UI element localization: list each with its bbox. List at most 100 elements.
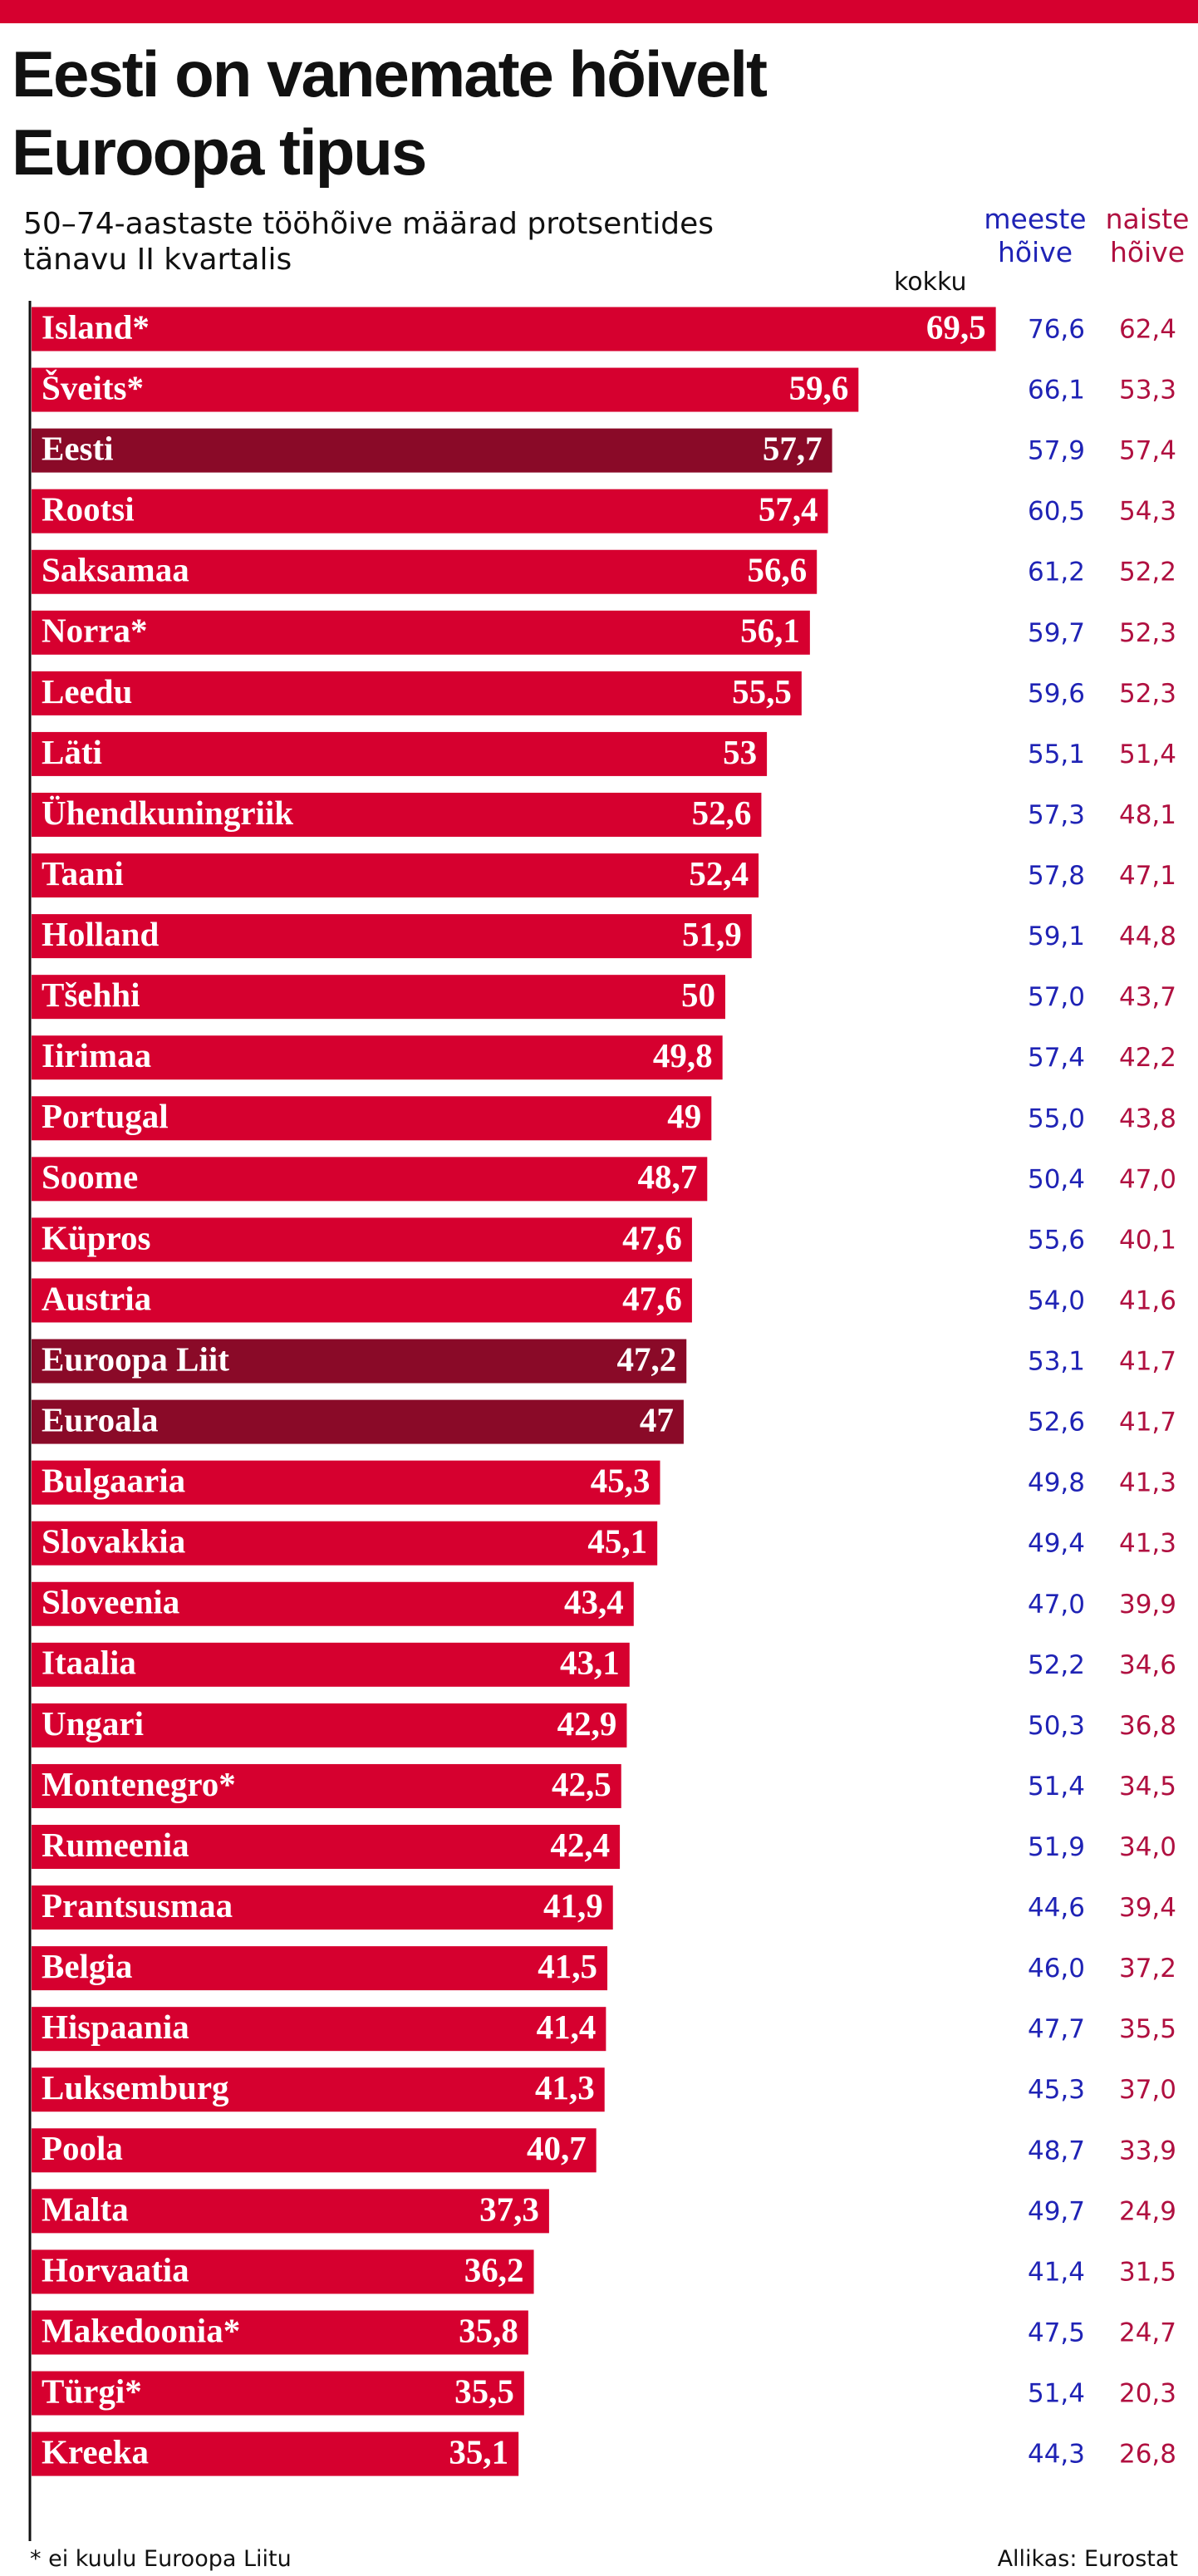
category-label: Soome (42, 1158, 138, 1196)
column-value: 49,7 (1028, 2196, 1085, 2226)
bar (32, 2128, 597, 2173)
column-value: 51,4 (1028, 1772, 1085, 1802)
column-value: 40,1 (1119, 1225, 1176, 1255)
category-label: Euroopa Liit (42, 1340, 229, 1378)
bar (32, 792, 762, 837)
value-label: 41,5 (538, 1947, 597, 1985)
column-value: 31,5 (1119, 2257, 1176, 2287)
bar (32, 1217, 692, 1262)
column-value: 49,4 (1028, 1529, 1085, 1559)
bar (32, 1278, 692, 1323)
value-label: 37,3 (479, 2190, 539, 2228)
value-label: 56,6 (747, 551, 807, 589)
bar (32, 428, 832, 473)
value-label: 40,7 (527, 2129, 587, 2167)
column-value: 52,3 (1119, 618, 1176, 648)
category-label: Prantsusmaa (42, 1886, 233, 1925)
column-value: 45,3 (1028, 2075, 1085, 2105)
value-label: 52,4 (689, 854, 749, 892)
column-value: 61,2 (1028, 558, 1085, 587)
category-label: Norra* (42, 612, 148, 650)
column-value: 53,3 (1119, 376, 1176, 406)
category-label: Holland (42, 915, 159, 953)
category-label: Hispaania (42, 2008, 189, 2046)
category-label: Bulgaaria (42, 1462, 185, 1500)
column-value: 47,1 (1119, 861, 1176, 891)
value-label: 48,7 (638, 1158, 698, 1196)
column-value: 47,5 (1028, 2318, 1085, 2347)
category-label: Šveits* (42, 368, 144, 406)
bar (32, 1399, 684, 1444)
bar (32, 489, 828, 533)
column-header: meeste hõive (984, 203, 1087, 268)
column-value: 37,0 (1119, 2075, 1176, 2105)
column-value: 39,4 (1119, 1893, 1176, 1923)
column-value: 57,4 (1119, 436, 1176, 466)
column-value: 59,1 (1028, 922, 1085, 951)
bar (32, 914, 752, 959)
category-label: Euroala (42, 1400, 159, 1438)
column-value: 42,2 (1119, 1043, 1176, 1073)
column-value: 52,6 (1028, 1408, 1085, 1438)
column-value: 36,8 (1119, 1711, 1176, 1741)
chart-subtitle: 50–74-aastaste tööhõive määrad protsenti… (23, 207, 714, 277)
bar (32, 2431, 519, 2476)
column-value: 48,7 (1028, 2136, 1085, 2166)
value-label: 69,5 (926, 307, 986, 346)
category-label: Portugal (42, 1097, 169, 1135)
column-value: 66,1 (1028, 376, 1085, 406)
bar (32, 731, 768, 776)
bar (32, 975, 725, 1020)
column-header: kokku (894, 268, 967, 297)
value-label: 47,6 (622, 1218, 682, 1256)
bar (32, 367, 859, 412)
value-label: 51,9 (682, 915, 742, 953)
value-label: 36,2 (464, 2250, 524, 2288)
value-label: 47,6 (622, 1279, 682, 1317)
column-value: 50,3 (1028, 1711, 1085, 1741)
value-label: 57,4 (759, 490, 818, 528)
column-value: 54,3 (1119, 497, 1176, 527)
bar (32, 1035, 723, 1080)
column-value: 47,7 (1028, 2014, 1085, 2044)
value-label: 55,5 (732, 672, 792, 710)
column-value: 57,3 (1028, 800, 1085, 830)
category-label: Eesti (42, 430, 114, 468)
bar (32, 853, 759, 898)
bar (32, 2310, 528, 2355)
value-label: 42,4 (550, 1826, 610, 1864)
column-value: 57,9 (1028, 436, 1085, 466)
column-value: 52,2 (1119, 558, 1176, 587)
column-value: 24,9 (1119, 2196, 1176, 2226)
column-value: 60,5 (1028, 497, 1085, 527)
column-value: 51,9 (1028, 1832, 1085, 1862)
value-label: 49,8 (653, 1036, 713, 1074)
footnote: * ei kuulu Euroopa Liitu (30, 2546, 292, 2572)
value-label: 57,7 (763, 430, 822, 468)
value-label: 45,1 (587, 1522, 647, 1561)
bar (32, 1339, 687, 1384)
value-label: 43,1 (560, 1644, 620, 1682)
column-value: 51,4 (1119, 740, 1176, 769)
column-value: 44,8 (1119, 922, 1176, 951)
column-value: 47,0 (1119, 1164, 1176, 1194)
column-value: 34,6 (1119, 1650, 1176, 1680)
column-value: 41,6 (1119, 1286, 1176, 1315)
top-stripe (0, 0, 1198, 23)
value-label: 35,8 (459, 2311, 518, 2349)
column-value: 62,4 (1119, 315, 1176, 345)
category-label: Tšehhi (42, 976, 140, 1014)
category-label: Rumeenia (42, 1826, 189, 1864)
column-value: 47,0 (1028, 1590, 1085, 1620)
bar (32, 1703, 627, 1748)
category-label: Island* (42, 307, 150, 346)
chart-title: Eesti on vanemate hõivelt Euroopa tipus (12, 37, 768, 189)
category-label: Iirimaa (42, 1036, 151, 1074)
category-label: Horvaatia (42, 2250, 189, 2288)
value-label: 59,6 (789, 368, 849, 406)
value-label: 43,4 (564, 1583, 624, 1621)
column-value: 34,0 (1119, 1832, 1176, 1862)
value-label: 53 (723, 733, 757, 771)
bar (32, 2249, 534, 2294)
category-label: Leedu (42, 672, 132, 710)
